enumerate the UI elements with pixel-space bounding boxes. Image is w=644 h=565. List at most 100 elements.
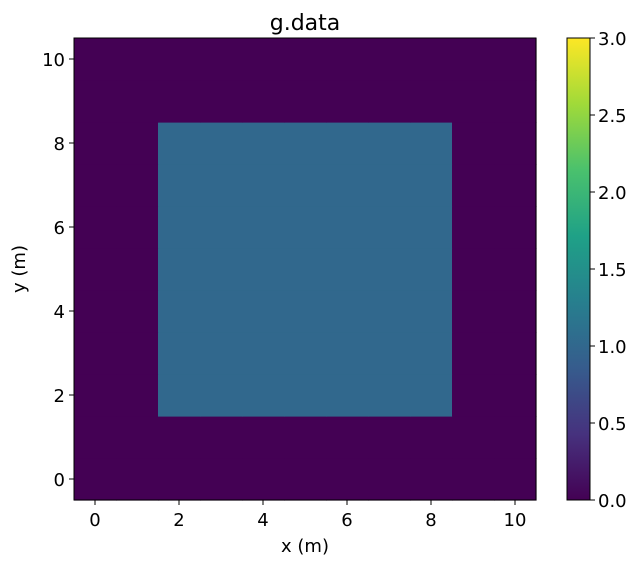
heatmap-cell <box>74 416 117 459</box>
heatmap-cell <box>242 248 285 291</box>
heatmap-cell <box>326 332 369 375</box>
heatmap-cell <box>452 122 495 165</box>
heatmap-cell <box>452 374 495 417</box>
heatmap-cell <box>116 374 159 417</box>
heatmap-cell <box>326 164 369 207</box>
heatmap-cell <box>116 290 159 333</box>
heatmap-cell <box>368 332 411 375</box>
heatmap-cell <box>368 248 411 291</box>
heatmap-cell <box>494 290 537 333</box>
heatmap-cells <box>74 38 537 501</box>
heatmap-cell <box>410 332 453 375</box>
heatmap-cell <box>494 458 537 501</box>
heatmap-cell <box>158 122 201 165</box>
plot-frame <box>73 37 537 501</box>
heatmap-cell <box>116 38 159 81</box>
heatmap-cell <box>284 80 327 123</box>
heatmap-cell <box>494 374 537 417</box>
colorbar-ticks: 0.0 0.5 1.0 1.5 2.0 2.5 3.0 <box>590 29 627 512</box>
heatmap-cell <box>116 248 159 291</box>
heatmap-cell <box>494 164 537 207</box>
heatmap-cell <box>74 206 117 249</box>
x-tick-label: 10 <box>504 510 527 531</box>
heatmap-cell <box>284 374 327 417</box>
chart-title: g.data <box>270 11 341 36</box>
y-tick-label: 10 <box>42 50 65 71</box>
heatmap-cell <box>200 122 243 165</box>
heatmap-cell <box>284 38 327 81</box>
heatmap-cell <box>200 206 243 249</box>
heatmap-cell <box>200 416 243 459</box>
heatmap-cell <box>116 458 159 501</box>
heatmap-cell <box>284 206 327 249</box>
heatmap-cell <box>158 164 201 207</box>
colorbar-tick-label: 3.0 <box>598 29 627 50</box>
heatmap-cell <box>368 416 411 459</box>
heatmap-cell <box>242 458 285 501</box>
colorbar-tick-label: 0.0 <box>598 491 627 512</box>
heatmap-cell <box>74 458 117 501</box>
heatmap-cell <box>326 80 369 123</box>
heatmap-cell <box>494 206 537 249</box>
colorbar-tick-label: 1.5 <box>598 260 627 281</box>
heatmap-cell <box>74 332 117 375</box>
heatmap-cell <box>410 38 453 81</box>
heatmap-cell <box>242 80 285 123</box>
heatmap-cell <box>116 80 159 123</box>
y-tick-label: 4 <box>54 302 65 323</box>
heatmap-cell <box>326 248 369 291</box>
y-axis-label: y (m) <box>9 245 30 293</box>
heatmap-cell <box>410 290 453 333</box>
heatmap-cell <box>200 458 243 501</box>
heatmap-cell <box>74 248 117 291</box>
heatmap-cell <box>452 248 495 291</box>
heatmap-cell <box>326 416 369 459</box>
heatmap-cell <box>116 332 159 375</box>
x-tick-label: 6 <box>341 510 352 531</box>
heatmap-cell <box>452 290 495 333</box>
heatmap-cell <box>242 122 285 165</box>
heatmap-cell <box>284 248 327 291</box>
heatmap-cell <box>410 164 453 207</box>
x-tick-label: 8 <box>425 510 436 531</box>
heatmap-cell <box>158 38 201 81</box>
heatmap-cell <box>284 332 327 375</box>
heatmap-cell <box>74 164 117 207</box>
heatmap-cell <box>410 206 453 249</box>
heatmap-cell <box>158 458 201 501</box>
heatmap-cell <box>494 416 537 459</box>
heatmap-cell <box>326 374 369 417</box>
heatmap-cell <box>158 416 201 459</box>
heatmap-cell <box>200 374 243 417</box>
heatmap-cell <box>158 374 201 417</box>
heatmap-cell <box>116 164 159 207</box>
y-tick-label: 6 <box>54 218 65 239</box>
heatmap-cell <box>284 416 327 459</box>
x-axis-ticks: 0 2 4 6 8 10 <box>89 500 526 531</box>
heatmap-cell <box>494 38 537 81</box>
heatmap-cell <box>200 164 243 207</box>
heatmap-cell <box>494 332 537 375</box>
colorbar <box>566 37 591 501</box>
heatmap-cell <box>368 458 411 501</box>
heatmap-cell <box>242 290 285 333</box>
heatmap-cell <box>452 164 495 207</box>
heatmap-cell <box>368 290 411 333</box>
heatmap-cell <box>242 374 285 417</box>
y-tick-label: 2 <box>54 386 65 407</box>
heatmap-cell <box>158 332 201 375</box>
heatmap-cell <box>74 374 117 417</box>
heatmap-cell <box>494 122 537 165</box>
heatmap-cell <box>410 80 453 123</box>
heatmap-cell <box>452 206 495 249</box>
heatmap-cell <box>200 80 243 123</box>
x-tick-label: 0 <box>89 510 100 531</box>
heatmap-cell <box>326 122 369 165</box>
heatmap-cell <box>284 290 327 333</box>
heatmap-cell <box>410 374 453 417</box>
x-axis-label: x (m) <box>281 536 329 557</box>
heatmap-cell <box>326 38 369 81</box>
heatmap-cell <box>452 416 495 459</box>
heatmap-cell <box>242 332 285 375</box>
heatmap-cell <box>368 164 411 207</box>
